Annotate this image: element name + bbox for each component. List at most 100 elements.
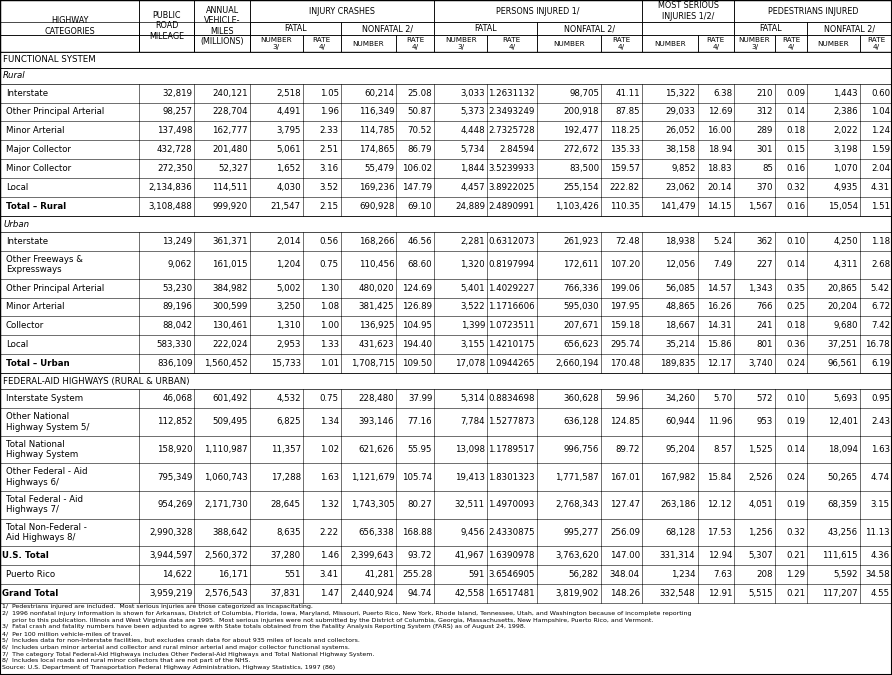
- Text: 228,704: 228,704: [212, 107, 248, 117]
- Text: 2,440,924: 2,440,924: [351, 589, 394, 598]
- Text: 1.24: 1.24: [871, 126, 890, 136]
- Text: 1,310: 1,310: [276, 321, 301, 331]
- Text: 3,944,597: 3,944,597: [149, 551, 193, 560]
- Text: 222.82: 222.82: [610, 184, 640, 192]
- Text: 15,733: 15,733: [270, 359, 301, 369]
- Text: Grand Total: Grand Total: [2, 589, 58, 598]
- Text: 1.34: 1.34: [319, 417, 339, 427]
- Text: 1,110,987: 1,110,987: [204, 445, 248, 454]
- Text: 114,785: 114,785: [359, 126, 394, 136]
- Bar: [250, 35, 302, 52]
- Text: 5,373: 5,373: [460, 107, 485, 117]
- Text: 18,667: 18,667: [665, 321, 696, 331]
- Text: 0.14: 0.14: [786, 261, 805, 269]
- Bar: [0, 197, 892, 216]
- Text: 4,532: 4,532: [276, 394, 301, 403]
- Bar: [250, 22, 341, 35]
- Text: 1,443: 1,443: [833, 88, 858, 98]
- Bar: [0, 389, 892, 408]
- Text: 48,865: 48,865: [665, 302, 696, 311]
- Text: Collector: Collector: [6, 321, 45, 331]
- Text: 15,054: 15,054: [828, 202, 858, 211]
- Text: 68,128: 68,128: [665, 528, 696, 537]
- Bar: [0, 279, 892, 298]
- Text: 0.32: 0.32: [786, 184, 805, 192]
- Text: U.S. Total: U.S. Total: [2, 551, 49, 560]
- Text: 93.72: 93.72: [408, 551, 433, 560]
- Bar: [642, 35, 698, 52]
- Text: 3,795: 3,795: [277, 126, 301, 136]
- Text: 1.1716606: 1.1716606: [488, 302, 534, 311]
- Text: 2,560,372: 2,560,372: [204, 551, 248, 560]
- Text: 2,171,730: 2,171,730: [204, 500, 248, 509]
- Text: RATE
4/: RATE 4/: [782, 37, 800, 50]
- Text: 70.52: 70.52: [408, 126, 433, 136]
- Bar: [0, 140, 892, 159]
- Text: 3,819,902: 3,819,902: [556, 589, 599, 598]
- Text: Major Collector: Major Collector: [6, 145, 70, 155]
- Text: 272,672: 272,672: [564, 145, 599, 155]
- Text: 15.86: 15.86: [707, 340, 732, 350]
- Text: 331,314: 331,314: [660, 551, 696, 560]
- Text: 12,056: 12,056: [665, 261, 696, 269]
- Bar: [0, 0, 139, 52]
- Text: RATE
4/: RATE 4/: [406, 37, 425, 50]
- Text: 1.32: 1.32: [319, 500, 339, 509]
- Text: 28,645: 28,645: [270, 500, 301, 509]
- Text: 1,743,305: 1,743,305: [351, 500, 394, 509]
- Text: 0.09: 0.09: [786, 88, 805, 98]
- Text: 200,918: 200,918: [564, 107, 599, 117]
- Text: MOST SERIOUS
INJURIES 1/2/: MOST SERIOUS INJURIES 1/2/: [657, 1, 719, 21]
- Text: 636,128: 636,128: [564, 417, 599, 427]
- Text: 255.28: 255.28: [402, 570, 433, 579]
- Text: Other Federal - Aid
Highways 6/: Other Federal - Aid Highways 6/: [6, 467, 87, 487]
- Text: 312: 312: [756, 107, 773, 117]
- Bar: [0, 52, 892, 68]
- Text: 0.10: 0.10: [786, 394, 805, 403]
- Text: 6.72: 6.72: [871, 302, 890, 311]
- Text: 32,511: 32,511: [455, 500, 485, 509]
- Text: 68.60: 68.60: [408, 261, 433, 269]
- Text: 1.4210175: 1.4210175: [488, 340, 534, 350]
- Text: 107.20: 107.20: [610, 261, 640, 269]
- Text: 98,705: 98,705: [569, 88, 599, 98]
- Text: 169,236: 169,236: [359, 184, 394, 192]
- Text: 583,330: 583,330: [157, 340, 193, 350]
- Text: 261,923: 261,923: [564, 237, 599, 246]
- Text: 6.19: 6.19: [871, 359, 890, 369]
- Text: 2.51: 2.51: [319, 145, 339, 155]
- Text: 0.24: 0.24: [786, 472, 805, 481]
- Text: 4,030: 4,030: [276, 184, 301, 192]
- Text: 255,154: 255,154: [564, 184, 599, 192]
- Text: 0.8834698: 0.8834698: [488, 394, 534, 403]
- Text: 5,307: 5,307: [748, 551, 773, 560]
- Text: 766,336: 766,336: [564, 284, 599, 292]
- Bar: [0, 335, 892, 354]
- Text: 96,561: 96,561: [828, 359, 858, 369]
- Text: 147.00: 147.00: [610, 551, 640, 560]
- Text: 55.95: 55.95: [408, 445, 433, 454]
- Text: 2,134,836: 2,134,836: [149, 184, 193, 192]
- Text: 1,771,587: 1,771,587: [555, 472, 599, 481]
- Text: 381,425: 381,425: [359, 302, 394, 311]
- Text: 241: 241: [756, 321, 773, 331]
- Text: 86.79: 86.79: [408, 145, 433, 155]
- Text: 3/  Fatal crash and fatality numbers have been adjusted to agree with State tota: 3/ Fatal crash and fatality numbers have…: [2, 624, 525, 629]
- Text: 16,171: 16,171: [218, 570, 248, 579]
- Text: 1.18: 1.18: [871, 237, 890, 246]
- Text: 999,920: 999,920: [213, 202, 248, 211]
- Text: 1,121,679: 1,121,679: [351, 472, 394, 481]
- Bar: [434, 35, 487, 52]
- Text: 1.59: 1.59: [871, 145, 890, 155]
- Text: 3,155: 3,155: [460, 340, 485, 350]
- Text: 43,256: 43,256: [828, 528, 858, 537]
- Text: 432,728: 432,728: [157, 145, 193, 155]
- Bar: [537, 35, 601, 52]
- Text: 2,281: 2,281: [460, 237, 485, 246]
- Text: 1.63: 1.63: [871, 445, 890, 454]
- Text: 147.79: 147.79: [402, 184, 433, 192]
- Bar: [341, 22, 434, 35]
- Text: 72.48: 72.48: [615, 237, 640, 246]
- Text: 89.72: 89.72: [615, 445, 640, 454]
- Text: 159.18: 159.18: [610, 321, 640, 331]
